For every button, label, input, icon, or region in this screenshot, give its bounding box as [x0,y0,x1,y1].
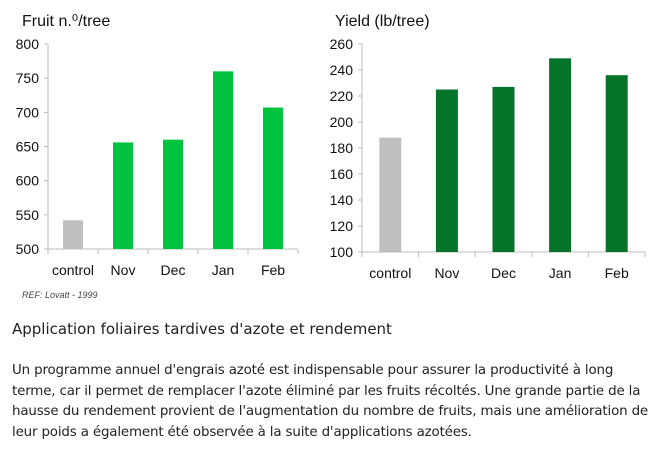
bar-dec [163,139,183,249]
y-tick-label: 750 [16,70,40,86]
x-tick-label: Feb [605,265,629,281]
bar-feb [263,107,283,249]
bar-dec [492,86,515,253]
y-tick-label: 100 [330,244,354,260]
x-tick-label: control [369,265,411,281]
x-tick-label: Jan [549,265,572,281]
chart-title: Fruit n.⁰/tree [22,13,110,30]
y-tick-label: 200 [330,114,354,130]
charts: Fruit n.⁰/tree 500 550 600 650 700 750 800 contr… [16,13,646,281]
article-paragraph: Un programme annuel d'engrais azoté est … [12,363,649,441]
article-heading: Application foliaires tardives d'azote e… [12,320,392,338]
bar-jan [213,71,233,249]
bar-nov [435,89,458,252]
y-tick-label: 220 [330,88,354,104]
x-tick-label: Nov [111,262,136,278]
reference: REF: Lovatt - 1999 [22,290,98,300]
y-tick-label: 180 [330,140,354,156]
y-tick-label: 650 [16,139,40,155]
bar-control [63,220,83,249]
bar-control [379,137,402,252]
y-tick-label: 140 [330,192,354,208]
chart-title: Yield (lb/tree) [335,13,430,30]
x-tick-label: Feb [261,262,285,278]
bar-nov [113,142,133,249]
y-tick-label: 600 [16,173,40,189]
bar-feb [605,75,628,252]
y-tick-label: 120 [330,218,354,234]
y-tick-label: 550 [16,207,40,223]
x-tick-label: Dec [161,262,186,278]
x-tick-label: Nov [434,265,459,281]
x-tick-label: Dec [491,265,516,281]
y-tick-label: 700 [16,104,40,120]
y-tick-label: 260 [330,36,354,52]
y-tick-label: 240 [330,62,354,78]
x-tick-label: control [52,262,94,278]
y-tick-label: 800 [16,36,40,52]
bar-jan [549,58,572,252]
x-tick-label: Jan [212,262,235,278]
y-tick-label: 500 [16,241,40,257]
y-tick-label: 160 [330,166,354,182]
